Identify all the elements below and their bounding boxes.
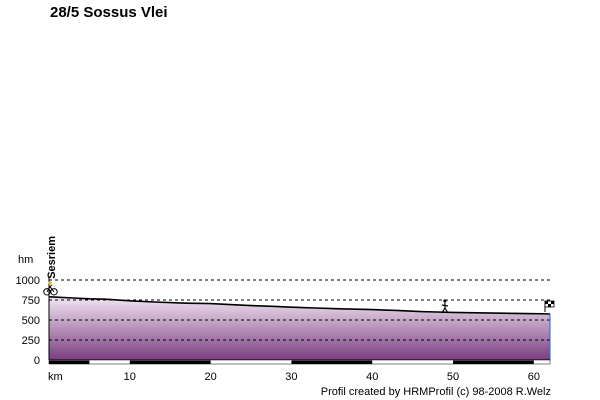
x-tick-label: 40 [366, 371, 378, 383]
page-title: 28/5 Sossus Vlei [50, 4, 168, 21]
waypoint-label: Sesriem [46, 236, 58, 279]
y-tick-label: 0 [34, 355, 40, 367]
x-tick-label: 60 [528, 371, 540, 383]
km-scale-segment [49, 360, 90, 364]
km-scale-segment [291, 360, 373, 364]
finish-flag-icon [544, 300, 555, 312]
y-tick-label: 250 [22, 335, 40, 347]
km-scale-segment [453, 360, 534, 364]
x-tick-label: 20 [204, 371, 216, 383]
x-tick-label: 10 [124, 371, 136, 383]
bicycle-icon [43, 281, 58, 296]
y-tick-label: 750 [22, 295, 40, 307]
y-tick-label: 500 [22, 315, 40, 327]
elevation-area [49, 296, 550, 360]
credit-text: Profil created by HRMProfil (c) 98-2008 … [320, 386, 551, 398]
x-tick-label: 50 [447, 371, 459, 383]
hiker-icon [441, 299, 449, 314]
x-axis-label: km [48, 371, 63, 383]
y-axis-label: hm [18, 254, 33, 266]
y-tick-label: 1000 [16, 275, 40, 287]
x-tick-label: 30 [285, 371, 297, 383]
km-scale-segment [129, 360, 211, 364]
elevation-line [48, 296, 551, 315]
